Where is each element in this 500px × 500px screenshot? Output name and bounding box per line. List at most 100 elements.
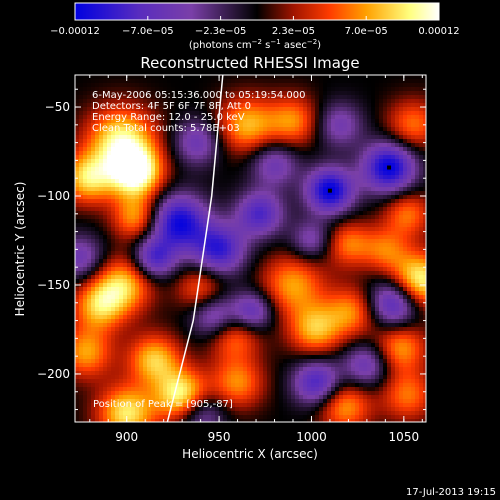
heatmap-cell bbox=[263, 251, 268, 256]
heatmap-cell bbox=[347, 251, 352, 256]
heatmap-cell bbox=[179, 103, 184, 108]
heatmap-cell bbox=[191, 267, 196, 272]
heatmap-cell bbox=[111, 279, 116, 284]
heatmap-cell bbox=[403, 151, 408, 156]
heatmap-cell bbox=[331, 143, 336, 148]
heatmap-cell bbox=[299, 231, 304, 236]
heatmap-cell bbox=[159, 291, 164, 296]
heatmap-cell bbox=[75, 227, 80, 232]
heatmap-cell bbox=[207, 187, 212, 192]
heatmap-cell bbox=[355, 155, 360, 160]
heatmap-cell bbox=[147, 215, 152, 220]
heatmap-cell bbox=[319, 171, 324, 176]
heatmap-cell bbox=[347, 119, 352, 124]
heatmap-cell bbox=[131, 151, 136, 156]
heatmap-cell bbox=[319, 167, 324, 172]
heatmap-cell bbox=[195, 163, 200, 168]
heatmap-cell bbox=[91, 223, 96, 228]
heatmap-cell bbox=[295, 295, 300, 300]
heatmap-cell bbox=[231, 151, 236, 156]
heatmap-cell bbox=[395, 247, 400, 252]
heatmap-cell bbox=[275, 83, 280, 88]
heatmap-cell bbox=[227, 147, 232, 152]
heatmap-cell bbox=[295, 195, 300, 200]
heatmap-cell bbox=[423, 147, 426, 152]
heatmap-cell bbox=[115, 171, 120, 176]
heatmap-cell bbox=[103, 271, 108, 276]
heatmap-cell bbox=[367, 291, 372, 296]
heatmap-cell bbox=[151, 147, 156, 152]
heatmap-cell bbox=[255, 275, 260, 280]
heatmap-cell bbox=[151, 255, 156, 260]
heatmap-cell bbox=[167, 255, 172, 260]
heatmap-cell bbox=[419, 199, 424, 204]
heatmap-cell bbox=[131, 183, 136, 188]
heatmap-cell bbox=[391, 95, 396, 100]
heatmap-cell bbox=[199, 135, 204, 140]
heatmap-cell bbox=[347, 215, 352, 220]
heatmap-cell bbox=[75, 271, 80, 276]
heatmap-cell bbox=[255, 171, 260, 176]
heatmap-cell bbox=[315, 215, 320, 220]
heatmap-cell bbox=[323, 227, 328, 232]
heatmap-cell bbox=[155, 203, 160, 208]
heatmap-cell bbox=[423, 159, 426, 164]
heatmap-cell bbox=[139, 103, 144, 108]
heatmap-cell bbox=[339, 283, 344, 288]
heatmap-cell bbox=[327, 287, 332, 292]
heatmap-cell bbox=[171, 231, 176, 236]
heatmap-cell bbox=[191, 139, 196, 144]
heatmap-cell bbox=[319, 219, 324, 224]
heatmap-cell bbox=[299, 103, 304, 108]
heatmap-cell bbox=[107, 183, 112, 188]
heatmap-cell bbox=[375, 115, 380, 120]
heatmap-cell bbox=[131, 207, 136, 212]
heatmap-cell bbox=[83, 287, 88, 292]
heatmap-cell bbox=[175, 271, 180, 276]
heatmap-cell bbox=[139, 247, 144, 252]
heatmap-cell bbox=[355, 215, 360, 220]
heatmap-cell bbox=[323, 203, 328, 208]
heatmap-cell bbox=[155, 155, 160, 160]
heatmap-cell bbox=[351, 251, 356, 256]
heatmap-cell bbox=[251, 243, 256, 248]
heatmap-cell bbox=[391, 83, 396, 88]
heatmap-cell bbox=[75, 199, 80, 204]
heatmap-cell bbox=[335, 227, 340, 232]
heatmap-cell bbox=[115, 115, 120, 120]
heatmap-cell bbox=[107, 91, 112, 96]
heatmap-cell bbox=[183, 287, 188, 292]
heatmap-cell bbox=[155, 143, 160, 148]
heatmap-cell bbox=[315, 295, 320, 300]
heatmap-cell bbox=[307, 199, 312, 204]
heatmap-cell bbox=[267, 123, 272, 128]
heatmap-cell bbox=[155, 207, 160, 212]
heatmap-cell bbox=[375, 243, 380, 248]
heatmap-cell bbox=[175, 139, 180, 144]
heatmap-cell bbox=[171, 267, 176, 272]
heatmap-cell bbox=[419, 115, 424, 120]
heatmap-cell bbox=[415, 291, 420, 296]
heatmap-cell bbox=[335, 163, 340, 168]
heatmap-cell bbox=[243, 155, 248, 160]
heatmap-cell bbox=[387, 119, 392, 124]
heatmap-cell bbox=[155, 291, 160, 296]
heatmap-cell bbox=[207, 295, 212, 300]
heatmap-cell bbox=[295, 103, 300, 108]
heatmap-cell bbox=[83, 219, 88, 224]
heatmap-cell bbox=[171, 91, 176, 96]
heatmap-cell bbox=[115, 243, 120, 248]
heatmap-cell bbox=[127, 127, 132, 132]
heatmap-cell bbox=[95, 235, 100, 240]
heatmap-cell bbox=[295, 231, 300, 236]
heatmap-cell bbox=[91, 87, 96, 92]
heatmap-cell bbox=[275, 175, 280, 180]
heatmap-cell bbox=[159, 95, 164, 100]
heatmap-cell bbox=[223, 259, 228, 264]
heatmap-cell bbox=[119, 251, 124, 256]
heatmap-cell bbox=[355, 295, 360, 300]
heatmap-cell bbox=[127, 299, 132, 304]
heatmap-cell bbox=[159, 183, 164, 188]
heatmap-cell bbox=[207, 191, 212, 196]
heatmap-cell bbox=[327, 79, 332, 84]
